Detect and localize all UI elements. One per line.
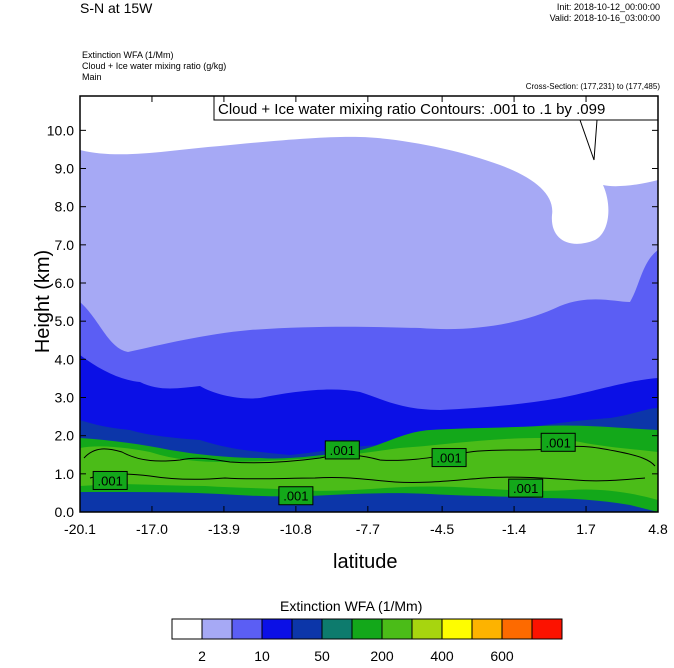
variable-list: Extinction WFA (1/Mm) Cloud + Ice water … [82, 50, 226, 83]
contour-legend-text: Cloud + Ice water mixing ratio Contours:… [218, 101, 605, 118]
colorbar-label: 600 [490, 648, 514, 664]
variable-extinction: Extinction WFA (1/Mm) [82, 50, 174, 60]
colorbar-swatch [471, 618, 503, 640]
init-time: Init: 2018-10-12_00:00:00 [556, 2, 660, 12]
plot-fills [80, 96, 658, 512]
contour-label-layer: .001 .001 .001 .001 .001 .001 [92, 432, 576, 506]
y-tick-label: 0.0 [55, 504, 75, 520]
y-tick-label: 9.0 [55, 161, 75, 177]
colorbar-label: 400 [430, 648, 454, 664]
y-tick-label: 6.0 [55, 275, 75, 291]
colorbar-swatch [441, 618, 473, 640]
x-axis: -20.1 -17.0 -13.9 -10.8 -7.7 -4.5 -1.4 1.7 4.8 [64, 96, 668, 537]
colorbar-swatch [381, 618, 413, 640]
contour-label-text: .001 [436, 451, 461, 466]
contour-label-box [324, 440, 360, 460]
contour-label: .001 [278, 486, 314, 506]
x-tick-label: -1.4 [502, 521, 526, 537]
contour-legend-box: Cloud + Ice water mixing ratio Contours:… [213, 95, 659, 161]
colorbar-swatch [351, 618, 383, 640]
plot-frame [79, 95, 659, 513]
run-times: Init: 2018-10-12_00:00:00 Valid: 2018-10… [550, 2, 660, 24]
y-tick-label: 4.0 [55, 351, 75, 367]
contour-label: .001 [324, 440, 360, 460]
x-tick-label: 1.7 [576, 521, 596, 537]
colorbar-label: 50 [314, 648, 330, 664]
contour-label: .001 [508, 478, 544, 498]
colorbar-swatch [501, 618, 533, 640]
contour-line [83, 445, 656, 467]
y-tick-label: 10.0 [47, 122, 74, 138]
chart-title: S-N at 15W [80, 0, 153, 16]
contour-label-box [540, 432, 576, 452]
x-tick-label: -20.1 [64, 521, 96, 537]
contour-label: .001 [92, 470, 128, 490]
contour-label-text: .001 [283, 489, 308, 504]
contour-label-box [508, 478, 544, 498]
x-tick-label: -17.0 [136, 521, 168, 537]
colorbar-title: Extinction WFA (1/Mm) [280, 598, 423, 614]
y-tick-label: 8.0 [55, 199, 75, 215]
contour-label-text: .001 [513, 481, 538, 496]
colorbar-label: 10 [254, 648, 270, 664]
colorbar-label: 2 [198, 648, 206, 664]
x-tick-label: -13.9 [208, 521, 240, 537]
colorbar-swatch [291, 618, 323, 640]
x-tick-label: 4.8 [648, 521, 668, 537]
valid-time: Valid: 2018-10-16_03:00:00 [549, 13, 660, 23]
variable-cloud-ice: Cloud + Ice water mixing ratio (g/kg) [82, 61, 227, 71]
colorbar-swatch [531, 618, 563, 640]
y-tick-label: 7.0 [55, 237, 75, 253]
colorbar-label: 200 [370, 648, 394, 664]
contour-label-text: .001 [98, 473, 123, 488]
colorbar-swatch [171, 618, 203, 640]
contour-label: .001 [540, 432, 576, 452]
contour-label-box [431, 448, 467, 468]
y-tick-label: 5.0 [55, 313, 75, 329]
y-tick-label: 2.0 [55, 428, 75, 444]
contour-label-box [92, 470, 128, 490]
colorbar-swatch [231, 618, 263, 640]
contour-lines [83, 445, 656, 484]
x-tick-label: -10.8 [280, 521, 312, 537]
variable-main: Main [82, 72, 102, 82]
contour-line [89, 473, 646, 484]
contour-label-text: .001 [330, 443, 355, 458]
contour-label-box [278, 486, 314, 506]
contour-label: .001 [431, 448, 467, 468]
y-axis: 0.0 1.0 2.0 3.0 4.0 5.0 6.0 7.0 8.0 9.0 10.0 [47, 122, 658, 520]
colorbar: 2 10 50 200 400 600 [171, 618, 563, 664]
contour-pointer [579, 119, 598, 161]
x-axis-label: latitude [333, 551, 398, 573]
colorbar-swatch [261, 618, 293, 640]
colorbar-swatch [201, 618, 233, 640]
y-axis-label: Height (km) [32, 249, 55, 354]
y-tick-label: 3.0 [55, 390, 75, 406]
x-tick-label: -7.7 [356, 521, 380, 537]
y-tick-label: 1.0 [55, 466, 75, 482]
colorbar-swatch [411, 618, 443, 640]
colorbar-swatch [321, 618, 353, 640]
x-tick-label: -4.5 [430, 521, 454, 537]
cross-section-label: Cross-Section: (177,231) to (177,485) [525, 82, 660, 91]
contour-label-text: .001 [546, 435, 571, 450]
